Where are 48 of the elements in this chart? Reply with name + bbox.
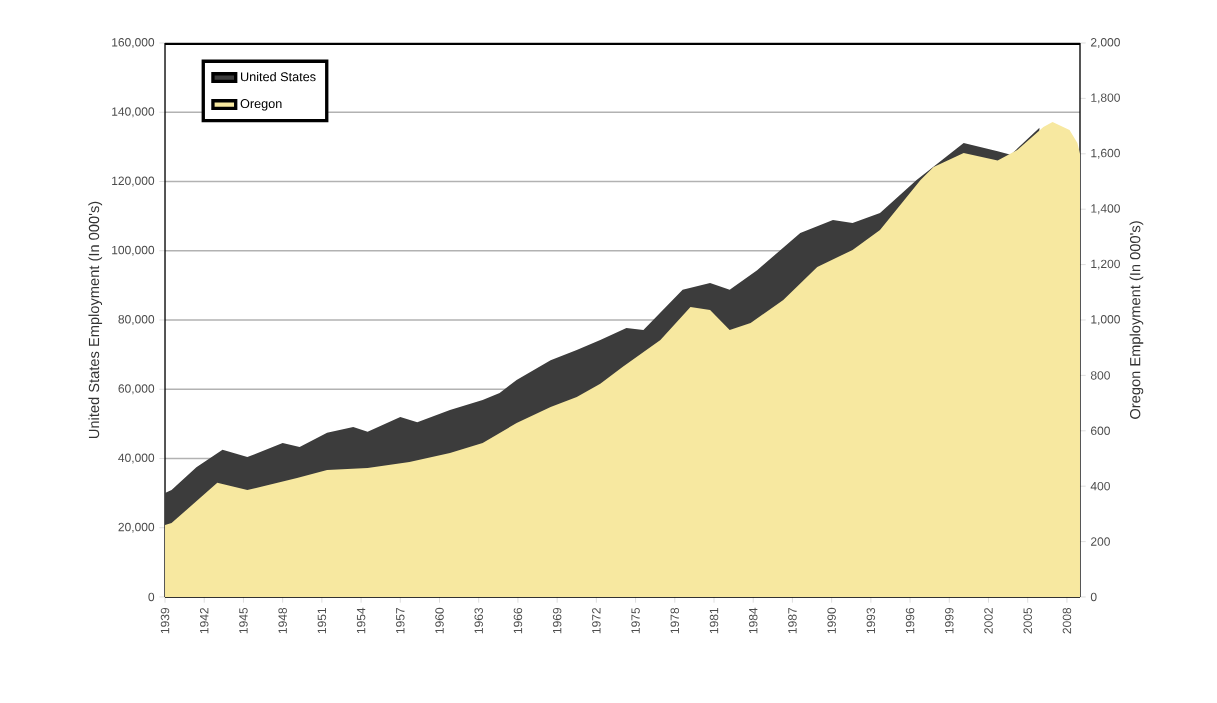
y-tick-label: 40,000 bbox=[118, 453, 155, 464]
y-tick-label: 80,000 bbox=[118, 315, 155, 325]
x-tick-label: 2005 bbox=[1023, 607, 1032, 634]
y-axis-title: United States Employment (In 000's) bbox=[88, 201, 103, 439]
x-tick-label: 1942 bbox=[199, 608, 209, 634]
y-tick-label: 100,000 bbox=[112, 245, 155, 256]
x-tick-label: 1978 bbox=[670, 607, 680, 634]
x-tick-label: 1954 bbox=[356, 607, 366, 634]
y2-tick-label: 1,000 bbox=[1091, 315, 1120, 325]
y2-tick-label: 2,000 bbox=[1091, 38, 1120, 48]
x-tick-label: 1939 bbox=[160, 607, 170, 634]
x-tick-label: 1990 bbox=[827, 607, 836, 634]
x-tick-label: 1999 bbox=[945, 607, 954, 634]
legend-label: United States bbox=[241, 71, 316, 82]
y2-tick-label: 600 bbox=[1091, 426, 1110, 436]
x-tick-label: 1993 bbox=[866, 607, 876, 634]
y-tick-label: 60,000 bbox=[118, 384, 155, 395]
y2-tick-label: 1,600 bbox=[1091, 148, 1120, 159]
x-tick-label: 1966 bbox=[513, 607, 523, 634]
x-tick-label: 2008 bbox=[1062, 607, 1072, 634]
y2-tick-label: 800 bbox=[1090, 371, 1110, 380]
y2-tick-label: 1,800 bbox=[1091, 93, 1120, 104]
y2-tick-label: 200 bbox=[1091, 537, 1110, 546]
x-tick-label: 1981 bbox=[709, 607, 719, 634]
y-tick-label: 140,000 bbox=[112, 107, 155, 118]
y2-tick-label: 1,200 bbox=[1091, 259, 1120, 270]
x-tick-label: 1957 bbox=[396, 608, 405, 634]
x-tick-label: 1972 bbox=[592, 608, 601, 634]
x-tick-label: 1963 bbox=[474, 607, 483, 634]
x-tick-label: 1969 bbox=[552, 607, 562, 634]
x-tick-label: 2002 bbox=[984, 608, 993, 634]
y-tick-label: 160,000 bbox=[112, 38, 155, 48]
x-tick-label: 1945 bbox=[239, 607, 248, 634]
x-tick-label: 1951 bbox=[317, 607, 327, 634]
y2-tick-label: 400 bbox=[1090, 481, 1110, 491]
y-tick-label: 120,000 bbox=[112, 176, 155, 187]
y2-tick-label: 0 bbox=[1090, 592, 1097, 602]
x-tick-label: 1948 bbox=[278, 607, 287, 634]
y2-tick-label: 1,400 bbox=[1091, 204, 1120, 215]
x-tick-label: 1984 bbox=[748, 607, 758, 634]
x-tick-label: 1960 bbox=[435, 607, 444, 634]
x-tick-label: 1987 bbox=[788, 608, 797, 634]
y2-axis-title: Oregon Employment (In 000's) bbox=[1129, 221, 1144, 419]
y-tick-label: 20,000 bbox=[118, 522, 155, 533]
x-tick-label: 1996 bbox=[905, 607, 915, 634]
legend-label: Oregon bbox=[240, 99, 282, 111]
x-tick-label: 1975 bbox=[631, 607, 640, 634]
y-tick-label: 0 bbox=[148, 592, 155, 602]
